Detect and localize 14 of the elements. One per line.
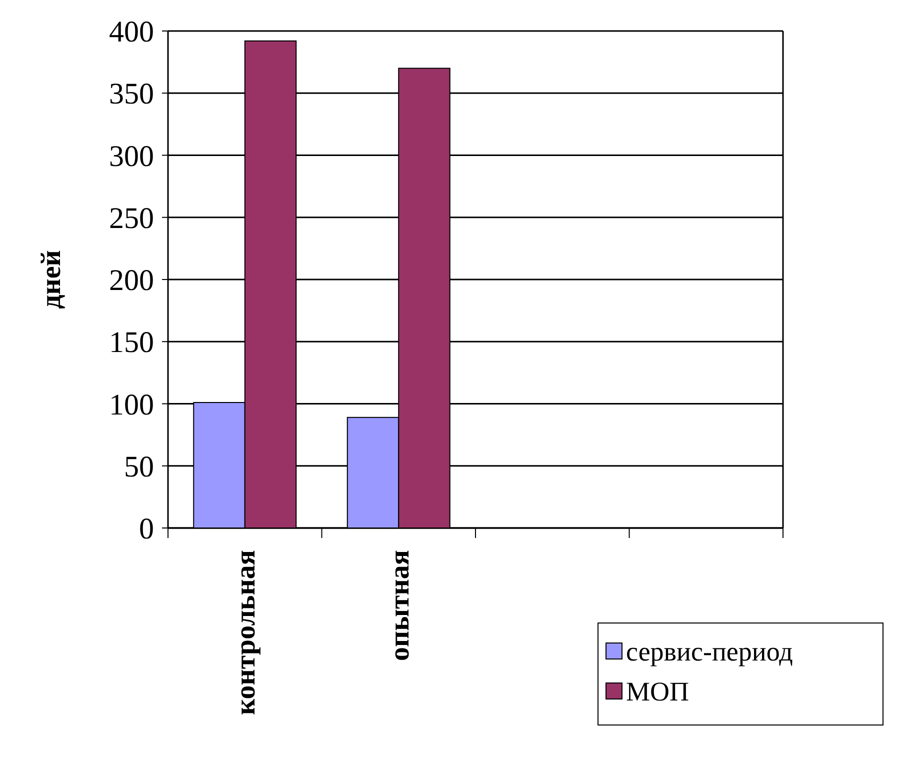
legend-label: МОП <box>626 676 690 706</box>
y-axis-title: дней <box>36 250 67 309</box>
y-tick-label: 100 <box>109 388 154 422</box>
x-tick-label: опытная <box>384 550 416 662</box>
y-tick-label: 50 <box>124 450 154 484</box>
y-tick-label: 300 <box>109 140 154 173</box>
y-tick-label: 0 <box>139 512 154 546</box>
y-tick-label: 400 <box>109 16 154 48</box>
legend-label: сервис-период <box>626 636 794 666</box>
x-tick-label: контрольная <box>230 550 262 715</box>
y-tick-label: 200 <box>109 264 154 297</box>
y-tick-label: 150 <box>109 326 154 360</box>
y-tick-label: 250 <box>109 202 154 235</box>
y-tick-label: 350 <box>109 78 154 111</box>
